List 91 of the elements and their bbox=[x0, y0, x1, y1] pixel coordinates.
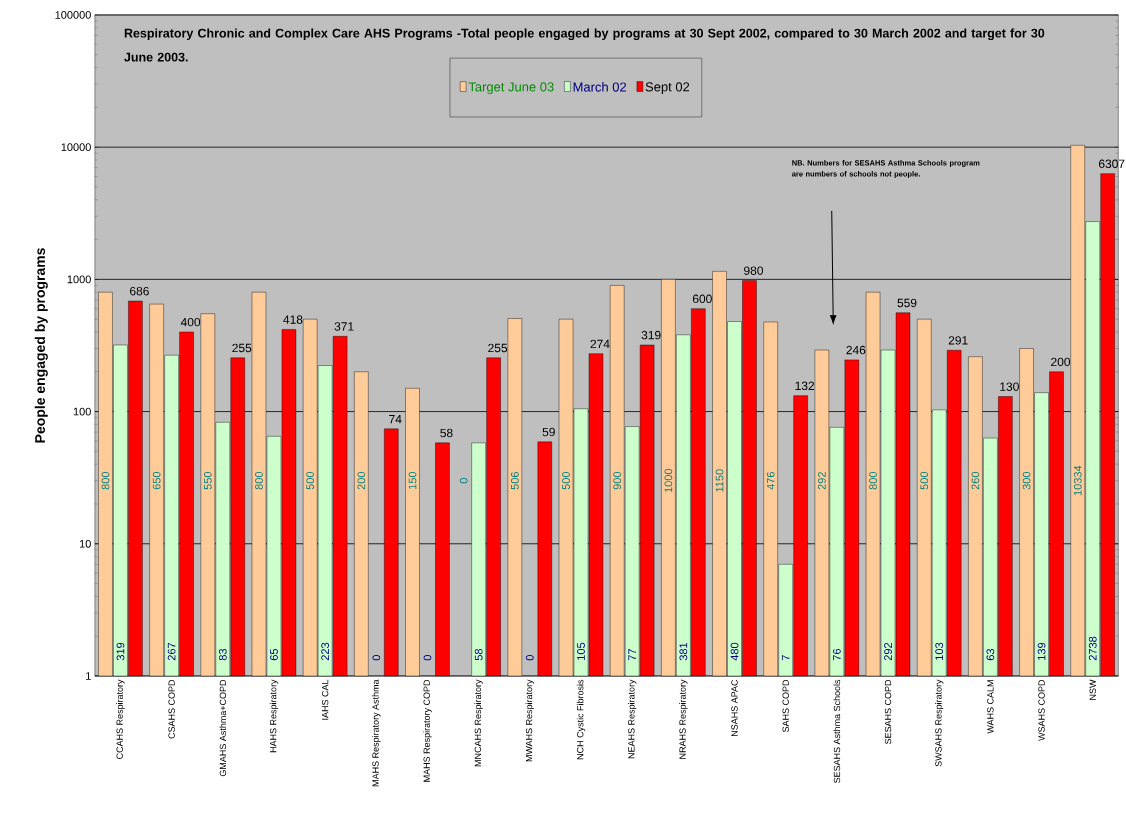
data-label: 7 bbox=[781, 655, 790, 661]
y-tick-label: 10 bbox=[79, 540, 91, 548]
data-label: 900 bbox=[613, 472, 622, 490]
legend-label: Sept 02 bbox=[645, 82, 690, 95]
x-tick-label: NSW bbox=[1089, 679, 1096, 700]
x-tick-label: CSAHS COPD bbox=[168, 680, 175, 739]
x-tick-label: CCAHS Respiratory bbox=[116, 679, 125, 760]
y-tick-label: 1 bbox=[86, 672, 91, 680]
data-label: 223 bbox=[321, 643, 330, 661]
x-tick-label: MWAHS Respiratory bbox=[525, 679, 535, 762]
x-tick-label: WAHS CALM bbox=[987, 680, 994, 734]
data-label: 77 bbox=[628, 649, 636, 661]
data-label: 103 bbox=[935, 643, 944, 660]
data-label: 1000 bbox=[664, 469, 673, 493]
data-label: 200 bbox=[357, 472, 366, 490]
x-tick-label: SWSAHS Respiratory bbox=[935, 679, 944, 767]
data-label: 559 bbox=[897, 298, 917, 308]
data-label: 400 bbox=[180, 318, 201, 327]
data-label: 63 bbox=[986, 649, 995, 661]
data-label: 58 bbox=[474, 649, 483, 661]
data-label: 500 bbox=[920, 472, 929, 490]
data-label: 500 bbox=[306, 472, 315, 490]
x-tick-label: MNCAHS Respiratory bbox=[474, 679, 483, 767]
x-tick-label: GMAHS Asthma+COPD bbox=[219, 680, 227, 777]
x-tick-label: NEAHS Respiratory bbox=[627, 679, 637, 759]
data-label: 650 bbox=[152, 472, 161, 490]
text: 0 bbox=[423, 655, 432, 661]
data-label: 255 bbox=[488, 343, 508, 353]
y-tick-label: 100 bbox=[73, 407, 91, 416]
data-label: 292 bbox=[818, 472, 826, 490]
data-label: 10334 bbox=[1073, 465, 1082, 496]
legend-label: Target June 03 bbox=[468, 82, 554, 95]
y-tick-label: 1000 bbox=[67, 275, 91, 284]
x-tick-label: MAHS Respiratory Asthma bbox=[372, 679, 381, 787]
data-label: 319 bbox=[641, 331, 661, 340]
data-label: 291 bbox=[948, 336, 968, 345]
data-label: 381 bbox=[679, 643, 688, 661]
data-label: 74 bbox=[389, 415, 402, 424]
x-tick-label: MAHS Respiratory COPD bbox=[423, 680, 432, 782]
x-tick-label: NRAHS Respiratory bbox=[679, 679, 688, 759]
text: 0 bbox=[372, 655, 381, 661]
x-tick-label: NCH Cystic Fibrosis bbox=[576, 679, 586, 760]
text: 0 bbox=[525, 655, 534, 661]
data-label: 480 bbox=[730, 642, 739, 661]
data-label: 506 bbox=[510, 472, 519, 490]
data-label: 476 bbox=[766, 472, 775, 490]
data-label: 292 bbox=[884, 643, 892, 661]
x-tick-label: SESAHS COPD bbox=[884, 680, 892, 745]
data-label: 371 bbox=[334, 322, 354, 331]
data-label: 255 bbox=[232, 343, 252, 353]
data-label: 1150 bbox=[715, 469, 724, 492]
data-label: 139 bbox=[1037, 643, 1046, 660]
data-label: 600 bbox=[692, 294, 712, 304]
data-label: 980 bbox=[744, 266, 764, 276]
data-label: 800 bbox=[869, 472, 877, 490]
data-label: 800 bbox=[101, 472, 110, 490]
data-label: 274 bbox=[590, 339, 610, 349]
data-label: 800 bbox=[255, 472, 263, 490]
x-tick-label: IAHS CAL bbox=[321, 679, 329, 720]
x-tick-label: NSAHS APAC bbox=[731, 679, 738, 737]
y-axis-title: People engaged by programs bbox=[34, 248, 48, 443]
text: Respiratory Chronic and Complex Care AHS Programs -Total people engaged by programs at 30 Sept 2002, compared to 30 March 2002 and target for 30 June 2003. bbox=[124, 28, 1045, 62]
data-label: 300 bbox=[1022, 472, 1031, 490]
y-tick-label: 100000 bbox=[55, 11, 91, 19]
data-label: 83 bbox=[218, 649, 227, 661]
data-label: 319 bbox=[116, 643, 125, 661]
x-tick-label: WSAHS COPD bbox=[1038, 680, 1045, 741]
data-label: 65 bbox=[270, 649, 278, 661]
legend-label: March 02 bbox=[573, 82, 627, 92]
data-label: 132 bbox=[795, 381, 815, 391]
data-label: 550 bbox=[203, 472, 212, 490]
data-label: 59 bbox=[542, 427, 555, 437]
data-label: 246 bbox=[846, 345, 866, 355]
y-tick-label: 10000 bbox=[61, 143, 91, 152]
data-label: 500 bbox=[562, 472, 570, 490]
data-label: 150 bbox=[408, 472, 417, 490]
data-label: 6307 bbox=[1098, 159, 1125, 169]
data-label: 267 bbox=[167, 643, 176, 661]
data-label: 76 bbox=[832, 649, 841, 661]
x-tick-label: SAHS COPD bbox=[782, 680, 789, 733]
data-label: 105 bbox=[577, 642, 585, 660]
data-label: 686 bbox=[130, 287, 149, 296]
data-label: 58 bbox=[440, 428, 453, 438]
data-label: 2738 bbox=[1088, 636, 1097, 661]
data-label: 200 bbox=[1051, 357, 1071, 367]
x-tick-label: SESAHS Asthma Schools bbox=[833, 679, 841, 784]
data-label: 418 bbox=[283, 315, 303, 324]
data-label: 130 bbox=[1000, 382, 1019, 392]
data-label: 260 bbox=[971, 472, 980, 490]
x-tick-label: HAHS Respiratory bbox=[269, 679, 279, 753]
text: 0 bbox=[459, 478, 468, 484]
